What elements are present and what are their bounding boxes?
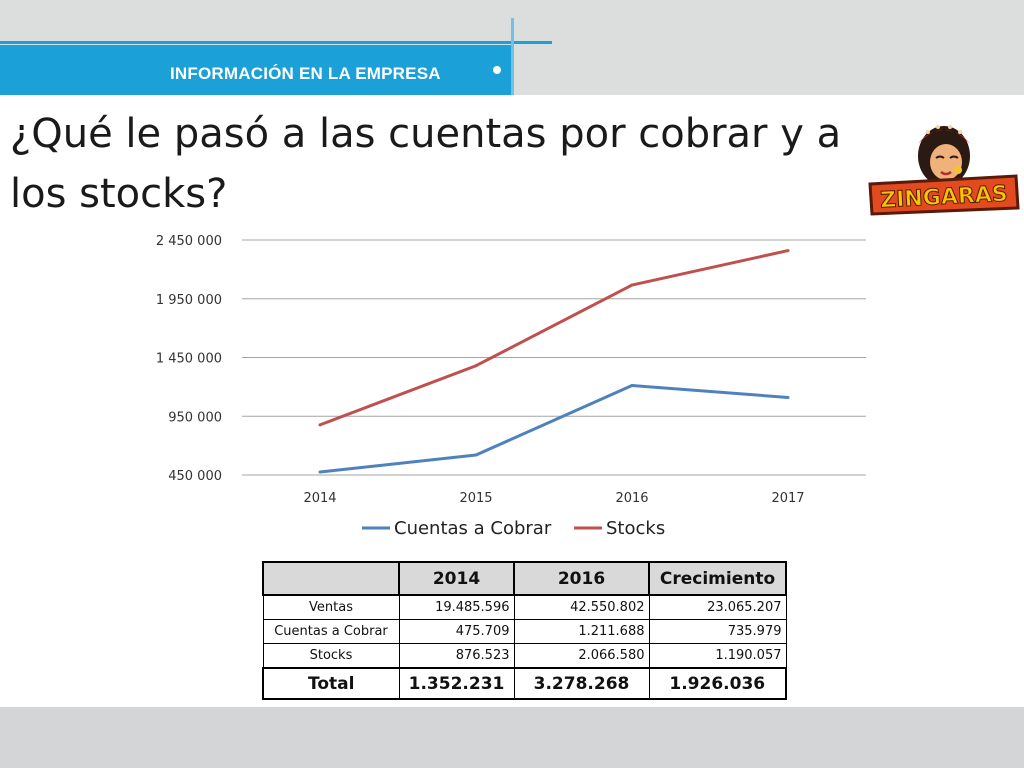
cell-value: 475.709 <box>398 619 515 644</box>
table-header-2014: 2014 <box>398 561 515 596</box>
table-header-crecimiento: Crecimiento <box>648 561 787 596</box>
cell-value: 2.066.580 <box>513 643 650 669</box>
total-value: 1.926.036 <box>648 667 787 700</box>
banner-rule <box>0 41 552 44</box>
banner-divider <box>511 18 514 95</box>
bottom-band <box>0 707 1024 768</box>
data-point <box>786 249 790 253</box>
table-row: Cuentas a Cobrar 475.709 1.211.688 735.9… <box>262 619 787 644</box>
cell-value: 1.211.688 <box>513 619 650 644</box>
row-label: Cuentas a Cobrar <box>262 619 400 644</box>
x-tick-label: 2016 <box>615 491 648 506</box>
cell-value: 42.550.802 <box>513 594 650 620</box>
table-total-row: Total 1.352.231 3.278.268 1.926.036 <box>262 667 787 700</box>
total-value: 1.352.231 <box>398 667 515 700</box>
y-tick-label: 1 950 000 <box>156 293 222 308</box>
x-tick-label: 2014 <box>303 491 336 506</box>
data-point <box>318 470 322 474</box>
row-label: Stocks <box>262 643 400 669</box>
x-tick-label: 2017 <box>771 491 804 506</box>
data-point <box>474 453 478 457</box>
table-row: Stocks 876.523 2.066.580 1.190.057 <box>262 643 787 669</box>
series-line <box>319 384 789 474</box>
series-line <box>319 249 789 427</box>
y-tick-label: 950 000 <box>168 410 222 425</box>
table-header-2016: 2016 <box>513 561 650 596</box>
logo-figure-icon <box>918 125 970 186</box>
data-point <box>474 364 478 368</box>
cell-value: 876.523 <box>398 643 515 669</box>
cell-value: 19.485.596 <box>398 594 515 620</box>
legend-label: Cuentas a Cobrar <box>394 518 552 539</box>
line-chart: 450 000 950 000 1 450 000 1 950 000 2 450 00… <box>156 234 866 539</box>
row-label: Ventas <box>262 594 400 620</box>
logo-wordmark: ZINGARAS <box>868 174 1020 216</box>
table-row: Ventas 19.485.596 42.550.802 23.065.207 <box>262 594 787 620</box>
data-point <box>318 423 322 427</box>
cell-value: 23.065.207 <box>648 594 787 620</box>
table-header-blank <box>262 561 400 596</box>
section-banner <box>0 45 511 95</box>
cell-value: 1.190.057 <box>648 643 787 669</box>
total-value: 3.278.268 <box>513 667 650 700</box>
slide-title: ¿Qué le pasó a las cuentas por cobrar y … <box>10 111 842 217</box>
data-table: 2014 2016 Crecimiento Ventas 19.485.596 … <box>262 561 787 700</box>
banner-dot-icon <box>493 66 501 74</box>
data-point <box>630 283 634 287</box>
section-label: INFORMACIÓN EN LA EMPRESA <box>170 64 441 83</box>
zingaras-logo-icon: ZINGARAS <box>868 125 1020 216</box>
y-tick-label: 2 450 000 <box>156 234 222 249</box>
legend-label: Stocks <box>606 518 665 539</box>
x-tick-label: 2015 <box>459 491 492 506</box>
y-tick-label: 450 000 <box>168 469 222 484</box>
cell-value: 735.979 <box>648 619 787 644</box>
data-point <box>630 384 634 388</box>
total-label: Total <box>262 667 400 700</box>
data-point <box>786 395 790 399</box>
table-header-row: 2014 2016 Crecimiento <box>262 561 787 596</box>
y-tick-label: 1 450 000 <box>156 352 222 367</box>
